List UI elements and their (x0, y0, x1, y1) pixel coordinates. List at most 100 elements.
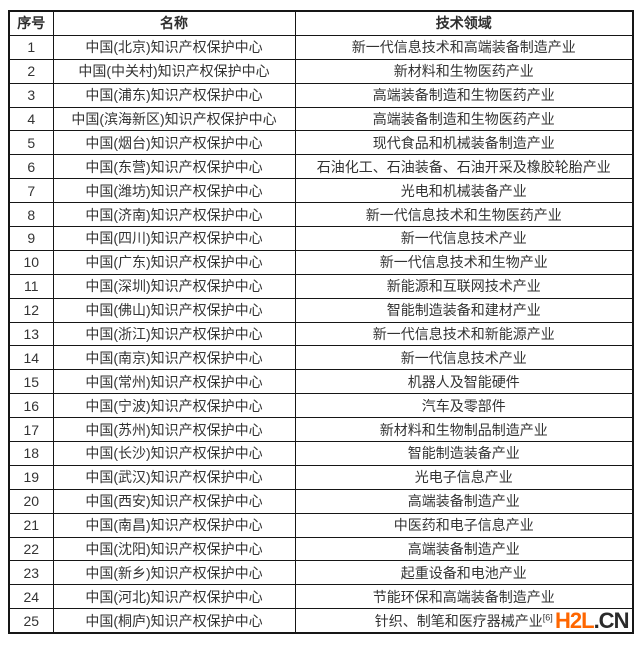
center-name-cell: 中国(四川)知识产权保护中心 (52, 226, 296, 251)
tech-field-cell: 石油化工、石油装备、石油开采及橡胶轮胎产业 (294, 154, 634, 180)
row-number-cell: 23 (8, 560, 54, 586)
table-row: 4 中国(滨海新区)知识产权保护中心 高端装备制造和生物医药产业 (8, 106, 634, 132)
tech-field-cell: 高端装备制造和生物医药产业 (294, 82, 634, 108)
center-name-cell: 中国(浦东)知识产权保护中心 (52, 82, 296, 108)
header-name: 名称 (52, 10, 296, 36)
center-name-cell: 中国(南昌)知识产权保护中心 (52, 512, 296, 538)
table-row: 5 中国(烟台)知识产权保护中心 现代食品和机械装备制造产业 (8, 130, 634, 156)
table-row: 18 中国(长沙)知识产权保护中心 智能制造装备产业 (8, 441, 634, 466)
row-number-cell: 10 (8, 249, 54, 275)
header-index: 序号 (8, 10, 54, 36)
row-number-cell: 8 (8, 202, 54, 228)
center-name-cell: 中国(河北)知识产权保护中心 (52, 584, 296, 610)
tech-field-cell: 新一代信息技术和生物医药产业 (294, 202, 634, 228)
ip-protection-centers-table: 序号 名称 技术领域 1 中国(北京)知识产权保护中心 新一代信息技术和高端装备制造… (8, 10, 634, 635)
table-row: 14 中国(南京)知识产权保护中心 新一代信息技术产业 (8, 345, 634, 371)
center-name-cell: 中国(潍坊)知识产权保护中心 (52, 178, 296, 204)
table-row: 1 中国(北京)知识产权保护中心 新一代信息技术和高端装备制造产业 (8, 34, 634, 60)
tech-field-cell: 高端装备制造产业 (294, 488, 634, 514)
center-name-cell: 中国(中关村)知识产权保护中心 (52, 58, 296, 84)
table-row: 25 中国(桐庐)知识产权保护中心 针织、制笔和医疗器械产业[6] (8, 608, 634, 634)
tech-field-cell: 起重设备和电池产业 (294, 560, 634, 586)
row-number-cell: 7 (8, 178, 54, 204)
header-tech-field: 技术领域 (294, 10, 634, 36)
table-row: 8 中国(济南)知识产权保护中心 新一代信息技术和生物医药产业 (8, 202, 634, 228)
row-number-cell: 22 (8, 536, 54, 562)
row-number-cell: 21 (8, 512, 54, 538)
watermark-prefix: H2L (555, 608, 595, 633)
table-row: 23 中国(新乡)知识产权保护中心 起重设备和电池产业 (8, 560, 634, 586)
row-number-cell: 19 (8, 464, 54, 490)
center-name-cell: 中国(新乡)知识产权保护中心 (52, 560, 296, 586)
center-name-cell: 中国(佛山)知识产权保护中心 (52, 297, 296, 323)
row-number-cell: 18 (8, 441, 54, 466)
table-row: 21 中国(南昌)知识产权保护中心 中医药和电子信息产业 (8, 512, 634, 538)
row-number-cell: 14 (8, 345, 54, 371)
row-number-cell: 11 (8, 273, 54, 299)
center-name-cell: 中国(宁波)知识产权保护中心 (52, 393, 296, 419)
table-row: 3 中国(浦东)知识产权保护中心 高端装备制造和生物医药产业 (8, 82, 634, 108)
center-name-cell: 中国(南京)知识产权保护中心 (52, 345, 296, 371)
tech-field-cell: 新一代信息技术和高端装备制造产业 (294, 34, 634, 60)
table-row: 20 中国(西安)知识产权保护中心 高端装备制造产业 (8, 488, 634, 514)
table-row: 15 中国(常州)知识产权保护中心 机器人及智能硬件 (8, 369, 634, 395)
center-name-cell: 中国(济南)知识产权保护中心 (52, 202, 296, 228)
center-name-cell: 中国(西安)知识产权保护中心 (52, 488, 296, 514)
row-number-cell: 15 (8, 369, 54, 395)
center-name-cell: 中国(沈阳)知识产权保护中心 (52, 536, 296, 562)
tech-field-cell: 现代食品和机械装备制造产业 (294, 130, 634, 156)
tech-field-cell: 新一代信息技术产业 (294, 226, 634, 251)
table-row: 10 中国(广东)知识产权保护中心 新一代信息技术和生物产业 (8, 249, 634, 275)
center-name-cell: 中国(桐庐)知识产权保护中心 (52, 608, 296, 634)
site-watermark: H2L.CN (555, 608, 630, 634)
tech-field-cell: 智能制造装备和建材产业 (294, 297, 634, 323)
tech-field-cell: 新一代信息技术产业 (294, 345, 634, 371)
row-number-cell: 1 (8, 34, 54, 60)
row-number-cell: 16 (8, 393, 54, 419)
row-number-cell: 17 (8, 417, 54, 443)
tech-field-cell: 新一代信息技术和新能源产业 (294, 321, 634, 347)
citation-marker: [6] (542, 612, 553, 623)
table-row: 16 中国(宁波)知识产权保护中心 汽车及零部件 (8, 393, 634, 419)
table-row: 19 中国(武汉)知识产权保护中心 光电子信息产业 (8, 464, 634, 490)
row-number-cell: 5 (8, 130, 54, 156)
row-number-cell: 4 (8, 106, 54, 132)
table-header-row: 序号 名称 技术领域 (8, 10, 634, 36)
table-row: 2 中国(中关村)知识产权保护中心 新材料和生物医药产业 (8, 58, 634, 84)
row-number-cell: 2 (8, 58, 54, 84)
center-name-cell: 中国(浙江)知识产权保护中心 (52, 321, 296, 347)
center-name-cell: 中国(烟台)知识产权保护中心 (52, 130, 296, 156)
table-row: 13 中国(浙江)知识产权保护中心 新一代信息技术和新能源产业 (8, 321, 634, 347)
center-name-cell: 中国(深圳)知识产权保护中心 (52, 273, 296, 299)
table-row: 11 中国(深圳)知识产权保护中心 新能源和互联网技术产业 (8, 273, 634, 299)
row-number-cell: 25 (8, 608, 54, 634)
table-row: 12 中国(佛山)知识产权保护中心 智能制造装备和建材产业 (8, 297, 634, 323)
row-number-cell: 13 (8, 321, 54, 347)
center-name-cell: 中国(滨海新区)知识产权保护中心 (52, 106, 296, 132)
tech-field-cell: 光电和机械装备产业 (294, 178, 634, 204)
tech-field-cell: 新一代信息技术和生物产业 (294, 249, 634, 275)
row-number-cell: 20 (8, 488, 54, 514)
tech-field-cell: 汽车及零部件 (294, 393, 634, 419)
row-number-cell: 24 (8, 584, 54, 610)
row-number-cell: 3 (8, 82, 54, 108)
tech-field-cell: 针织、制笔和医疗器械产业[6] (294, 608, 634, 634)
tech-field-cell: 节能环保和高端装备制造产业 (294, 584, 634, 610)
tech-field-cell: 机器人及智能硬件 (294, 369, 634, 395)
table-row: 17 中国(苏州)知识产权保护中心 新材料和生物制品制造产业 (8, 417, 634, 443)
table-row: 24 中国(河北)知识产权保护中心 节能环保和高端装备制造产业 (8, 584, 634, 610)
tech-field-cell: 光电子信息产业 (294, 464, 634, 490)
tech-field-cell: 高端装备制造和生物医药产业 (294, 106, 634, 132)
row-number-cell: 12 (8, 297, 54, 323)
tech-field-cell: 高端装备制造产业 (294, 536, 634, 562)
tech-field-cell: 新材料和生物医药产业 (294, 58, 634, 84)
watermark-suffix: .CN (593, 608, 630, 633)
tech-field-cell: 中医药和电子信息产业 (294, 512, 634, 538)
tech-field-cell: 新能源和互联网技术产业 (294, 273, 634, 299)
center-name-cell: 中国(北京)知识产权保护中心 (52, 34, 296, 60)
table-row: 7 中国(潍坊)知识产权保护中心 光电和机械装备产业 (8, 178, 634, 204)
row-number-cell: 9 (8, 226, 54, 251)
center-name-cell: 中国(常州)知识产权保护中心 (52, 369, 296, 395)
center-name-cell: 中国(长沙)知识产权保护中心 (52, 441, 296, 466)
tech-field-cell: 智能制造装备产业 (294, 441, 634, 466)
